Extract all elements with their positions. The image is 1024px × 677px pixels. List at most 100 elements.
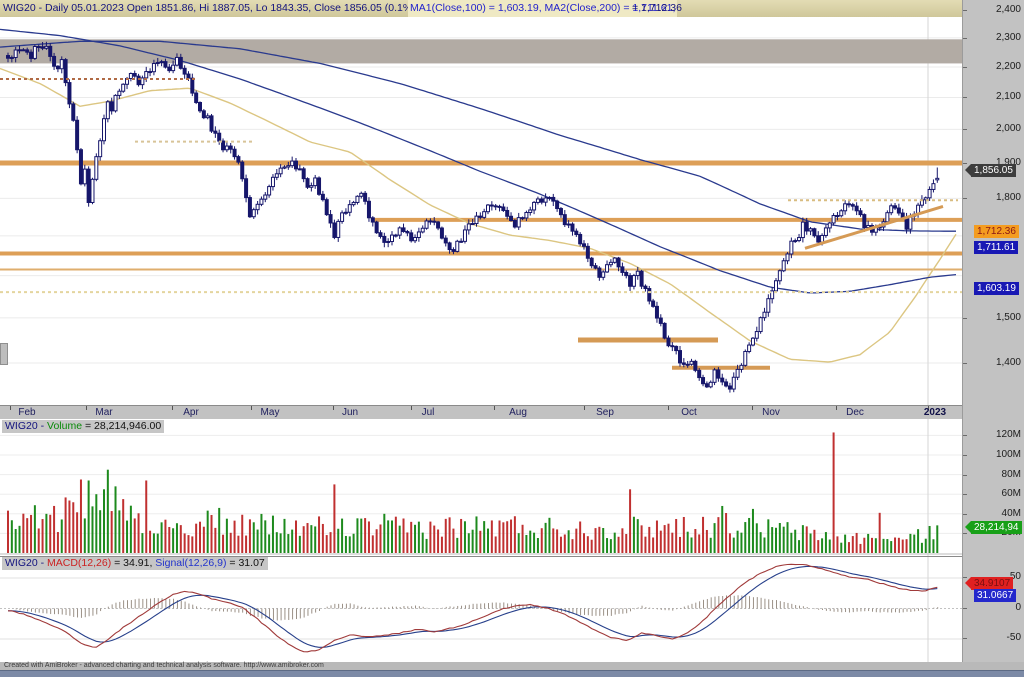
price-axis-label: 2,300 (995, 31, 1021, 43)
macd-line (7, 563, 938, 653)
month-label-dec: Dec (846, 407, 864, 418)
price-axis-label: 1,800 (995, 192, 1021, 204)
macd-axis-label: -50 (1006, 632, 1021, 643)
price-badge-171161: 1,711.61 (974, 241, 1019, 254)
resistance-zone (0, 39, 962, 64)
macd-title-signal-label: Signal(12,26,9) (155, 557, 227, 569)
month-label-mar: Mar (95, 407, 113, 418)
month-label-apr: Apr (183, 407, 199, 418)
axis-tick (963, 638, 967, 639)
axis-tick (963, 198, 967, 200)
volume-title-symbol: WIG20 - (5, 420, 48, 432)
axis-tick (963, 513, 967, 515)
ma200-line (0, 40, 956, 232)
volume-title-plot-name: Volume (47, 420, 83, 432)
macd-title-macd-label: MACD(12,26) (47, 557, 112, 569)
month-tick (333, 406, 334, 410)
price-badge-171236: 1,712.36 (974, 225, 1019, 238)
month-label-feb: Feb (18, 407, 36, 418)
macd-axis-label: 0 (1015, 601, 1021, 613)
volume-axis-label: 60M (1001, 488, 1021, 500)
ohlc-title-text: WIG20 - Daily 05.01.2023 Open 1851.86, H… (3, 2, 416, 14)
month-tick (836, 406, 837, 410)
badge-arrow (965, 164, 971, 176)
month-label-aug: Aug (509, 407, 527, 418)
price-axis-label: 2,200 (995, 60, 1021, 72)
axis-tick (963, 363, 967, 365)
price-badge-185605: 1,856.05 (965, 164, 1016, 177)
macd-title-mid: = 34.91, (111, 557, 156, 569)
month-tick (10, 406, 11, 410)
month-label-jun: Jun (341, 407, 359, 418)
month-label-may: May (260, 407, 280, 418)
month-label-2023: 2023 (923, 407, 947, 418)
month-tick (668, 406, 669, 410)
month-tick (584, 406, 585, 410)
badge-arrow (965, 577, 971, 589)
bottom-scrollbar[interactable] (0, 670, 1024, 677)
footer-credit-bar: Created with AmiBroker - advanced charti… (0, 662, 1024, 670)
month-tick (86, 406, 87, 410)
macd-badge-310667: 31.0667 (974, 589, 1017, 602)
month-tick (928, 406, 929, 410)
rising-trendline (804, 205, 944, 250)
price-axis-label: 1,900 (995, 157, 1021, 169)
volume-bars (7, 432, 939, 553)
macd-title-symbol: WIG20 - (5, 557, 48, 569)
badge-arrow (965, 521, 971, 533)
month-tick (172, 406, 173, 410)
footer-credit-text: Created with AmiBroker - advanced charti… (4, 662, 324, 669)
axis-tick (963, 10, 967, 11)
moving-averages (0, 28, 957, 363)
price-axis-label: 1,400 (995, 357, 1021, 369)
price-gridlines (0, 37, 962, 364)
macd-title-value: = 31.07 (226, 557, 265, 569)
volume-axis-label: 120M (995, 429, 1021, 441)
macd-badge-349107: 34.9107 (965, 577, 1014, 590)
macd-axis-label: 50 (1009, 571, 1021, 582)
price-badge-160319: 1,603.19 (974, 282, 1019, 295)
volume-gridlines (0, 434, 962, 534)
volume-panel-plot[interactable] (0, 419, 962, 556)
macd-panel-plot[interactable] (0, 556, 962, 662)
month-tick (752, 406, 753, 410)
axis-tick (963, 607, 967, 609)
panel-splitter-handle[interactable] (0, 343, 8, 365)
volume-axis-label: 100M (995, 449, 1021, 460)
third-ma-value-text: = 1,712.36 (632, 2, 682, 14)
axis-tick (963, 435, 967, 437)
macd-panel-title: WIG20 - MACD(12,26) = 34.91, Signal(12,2… (2, 557, 268, 570)
axis-tick (963, 317, 967, 319)
month-tick (411, 406, 412, 410)
value-axis-gutter[interactable]: 2,400 2,300 2,200 2,100 2,000 1,900 1,800 1,500… (962, 0, 1024, 662)
month-label-nov: Nov (762, 407, 780, 418)
month-label-oct: Oct (681, 407, 697, 418)
ma-values-text: MA1(Close,100) = 1,603.19, MA2(Close,200… (408, 0, 678, 17)
support-resistance-levels (0, 160, 962, 370)
axis-tick (963, 455, 967, 456)
volume-badge: 28,214,94 (965, 521, 1022, 534)
price-panel-title-bar: WIG20 - Daily 05.01.2023 Open 1851.86, H… (0, 0, 962, 18)
price-axis-label: 2,100 (995, 91, 1021, 103)
axis-tick (963, 66, 967, 68)
month-tick (251, 406, 252, 410)
drawn-trend-lines[interactable] (0, 78, 962, 294)
signal-line (8, 565, 938, 648)
axis-tick (963, 37, 967, 39)
axis-tick (963, 97, 967, 99)
volume-panel-title: WIG20 - Volume = 28,214,946.00 (2, 420, 165, 433)
volume-axis-label: 80M (1001, 468, 1021, 480)
axis-tick (963, 533, 967, 535)
ma3-line (0, 67, 957, 363)
month-tick (494, 406, 495, 410)
axis-tick (963, 163, 967, 165)
month-label-jul: Jul (421, 407, 435, 418)
price-axis-label: 2,400 (995, 4, 1021, 15)
axis-tick (963, 129, 967, 131)
price-axis-label: 2,000 (995, 123, 1021, 135)
price-chart-plot[interactable] (0, 17, 962, 405)
volume-axis-label: 40M (1001, 507, 1021, 519)
price-axis-label: 1,500 (995, 311, 1021, 323)
ma100-line (0, 28, 957, 294)
